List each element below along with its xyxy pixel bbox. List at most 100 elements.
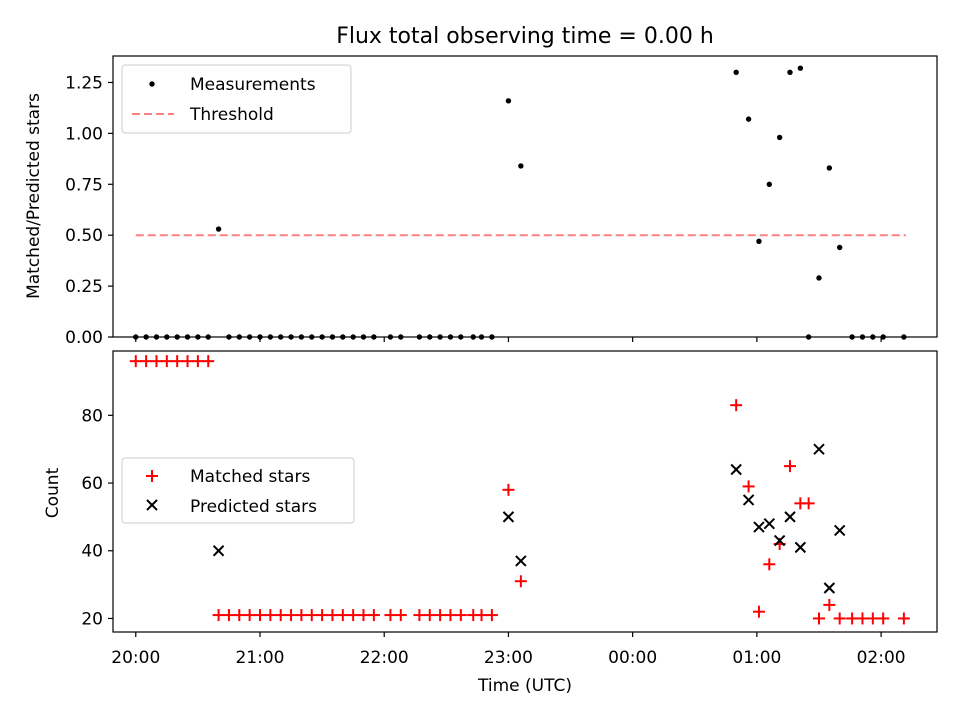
top-plot-frame [112, 55, 938, 338]
ratio-plot-area: 0.00 0.25 0.50 0.75 1.00 1.25 [65, 65, 907, 348]
x-axis-label: Time (UTC) [477, 676, 572, 696]
measurement-point [745, 116, 752, 122]
matched-star-point [866, 612, 879, 625]
matched-star-point [742, 480, 755, 493]
matched-star-point [129, 355, 142, 368]
top-y-tick-label: 0.25 [65, 277, 103, 297]
top-y-tick-label: 1.25 [65, 73, 103, 93]
matched-star-point [202, 355, 215, 368]
matched-star-point [444, 609, 457, 622]
predicted-star-point [742, 494, 755, 506]
matched-star-point [812, 612, 825, 625]
predicted-star-point [753, 521, 765, 533]
matched-star-point [475, 609, 488, 622]
bottom-legend-box [121, 457, 355, 524]
matched-star-point [394, 609, 407, 622]
matched-star-point [357, 609, 370, 622]
measurement-point [797, 65, 804, 71]
bottom-plot-frame [112, 350, 938, 633]
top-y-tick-label: 1.00 [65, 124, 103, 144]
matched-star-point [150, 355, 163, 368]
counts-plot-area: 20 40 60 80 [81, 355, 910, 629]
matched-star-point [181, 355, 194, 368]
matched-star-point [264, 609, 277, 622]
legend-measurements-marker [149, 81, 155, 87]
matched-star-point [295, 609, 308, 622]
matched-star-point [191, 355, 204, 368]
predicted-star-point [773, 534, 786, 547]
matched-star-point [171, 355, 184, 368]
matched-star-point [877, 612, 890, 625]
measurement-point [816, 275, 822, 281]
matched-star-point [897, 612, 910, 625]
top-legend-box [121, 64, 352, 134]
chart-title: Flux total observing time = 0.00 h [336, 24, 714, 49]
predicted-star-point [784, 511, 796, 523]
matched-star-point [514, 575, 527, 588]
bottom-y-tick-label: 40 [81, 542, 103, 562]
matched-star-point [233, 609, 246, 622]
measurement-point [505, 98, 512, 104]
bottom-legend: Matched stars Predicted stars [121, 457, 355, 524]
matched-star-point [222, 609, 235, 622]
x-tick-label: 00:00 [608, 648, 657, 668]
measurement-point [756, 238, 762, 244]
matched-star-point [285, 609, 298, 622]
matched-star-point [454, 609, 467, 622]
x-tick-label: 21:00 [235, 648, 284, 668]
x-axis-ticks: 20:00 21:00 22:00 23:00 00:00 01:00 02:00 [111, 337, 906, 668]
top-y-tick-label: 0.75 [65, 175, 103, 195]
matched-star-point [253, 609, 266, 622]
matched-star-point [243, 609, 256, 622]
matched-star-point [160, 355, 173, 368]
matched-star-point [784, 460, 797, 473]
bottom-y-tick-label: 60 [81, 474, 103, 494]
predicted-star-point [515, 555, 527, 567]
matched-star-point [305, 609, 318, 622]
legend-matched-label: Matched stars [190, 467, 310, 487]
matched-star-point [856, 612, 869, 625]
matched-star-point [833, 612, 846, 625]
matched-star-point [413, 609, 426, 622]
predicted-star-point [730, 463, 742, 476]
predicted-star-point [833, 524, 846, 537]
top-y-tick-label: 0.00 [65, 328, 103, 348]
matched-star-point [212, 609, 225, 622]
predicted-star-point [813, 443, 825, 455]
predicted-star-point [212, 545, 225, 557]
matched-star-point [336, 609, 349, 622]
legend-threshold-label: Threshold [189, 105, 274, 125]
x-tick-label: 01:00 [732, 648, 781, 668]
measurement-point [733, 69, 739, 75]
matched-star-point [730, 399, 743, 412]
predicted-star-point [502, 511, 515, 523]
top-legend: Measurements Threshold [121, 64, 352, 134]
measurement-point [215, 226, 222, 232]
matched-star-point [802, 497, 815, 510]
matched-star-point [347, 609, 360, 622]
matched-star-point [485, 609, 498, 622]
matched-star-point [274, 609, 287, 622]
matched-star-point [367, 609, 380, 622]
x-tick-label: 22:00 [360, 648, 409, 668]
top-y-axis-label: Matched/Predicted stars [24, 93, 44, 299]
legend-predicted-marker [146, 499, 158, 511]
counts-panel: Count 20 40 60 80 Matched stars Predicted s… [43, 350, 938, 633]
bottom-y-tick-label: 80 [81, 406, 103, 426]
predicted-star-point [823, 582, 836, 594]
measurement-point [836, 244, 843, 251]
matched-star-point [763, 558, 776, 571]
predicted-star-point [794, 541, 807, 554]
measurement-point [518, 163, 524, 169]
matched-star-point [326, 609, 339, 622]
legend-measurements-label: Measurements [190, 75, 316, 95]
ratio-panel: Matched/Predicted stars 0.00 0.25 0.50 0.75… [24, 55, 938, 348]
matched-star-point [316, 609, 329, 622]
top-y-tick-label: 0.50 [65, 226, 103, 246]
measurement-point [776, 134, 783, 141]
matched-star-point [140, 355, 153, 368]
measurement-point [766, 181, 773, 187]
measurement-point [787, 69, 793, 75]
predicted-star-point [763, 517, 776, 530]
legend-predicted-label: Predicted stars [190, 497, 317, 517]
